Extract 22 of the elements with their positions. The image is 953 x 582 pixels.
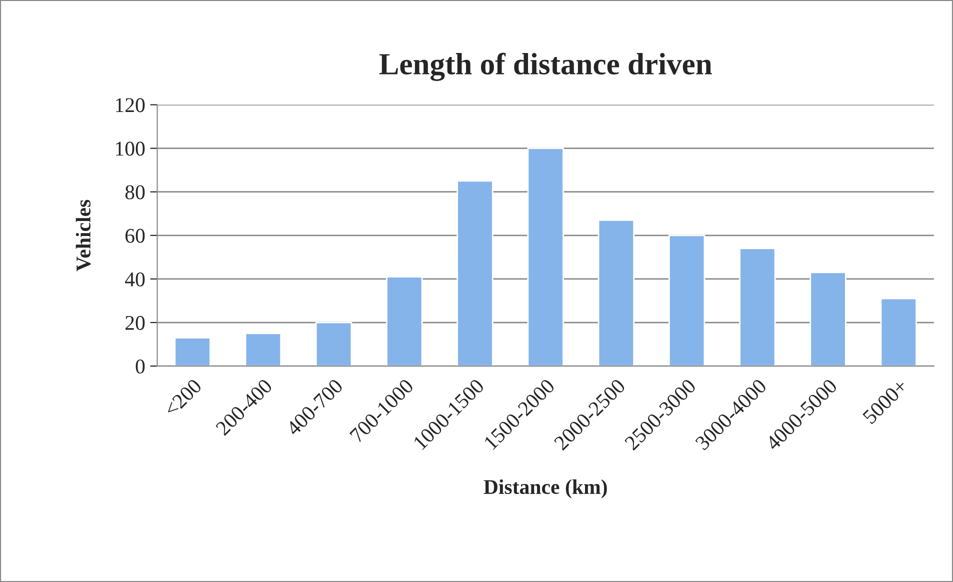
bar [598, 219, 635, 366]
y-tick-label: 60 [126, 228, 145, 243]
y-tick-label: 120 [116, 98, 145, 112]
chart-title: Length of distance driven [379, 52, 712, 81]
bar [386, 276, 423, 366]
y-tick-label: 20 [126, 316, 145, 330]
bar [880, 298, 917, 366]
y-axis-title: Vehicles [76, 200, 91, 272]
bar [810, 272, 846, 366]
y-tick-label: 0 [136, 359, 145, 374]
y-tick-label: 80 [125, 185, 145, 200]
bar [244, 332, 282, 366]
x-axis-title: Distance (km) [484, 479, 607, 498]
bar [174, 337, 211, 366]
y-tick-label: 40 [125, 272, 145, 286]
bar [668, 234, 706, 366]
bar [739, 248, 776, 366]
y-tick-label: 100 [116, 142, 145, 156]
bar [315, 322, 352, 366]
x-tick-label: <200 [163, 378, 202, 418]
bar [456, 180, 494, 366]
bar [527, 148, 564, 366]
